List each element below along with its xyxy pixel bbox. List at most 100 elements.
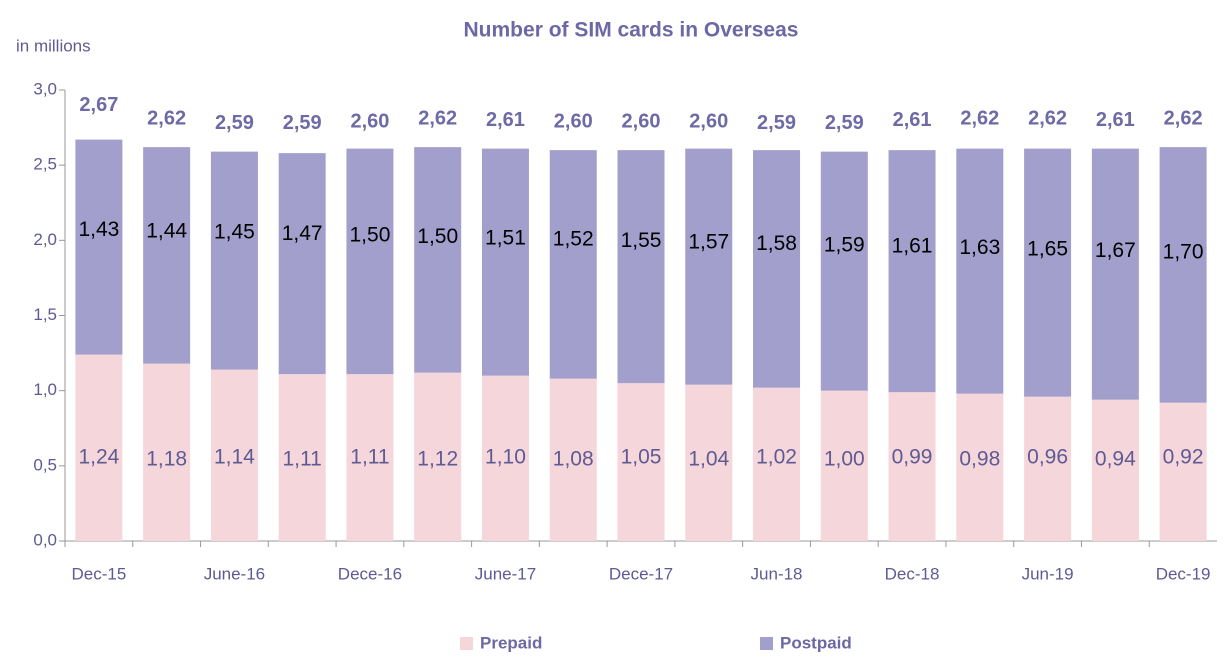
data-label: 1,05 xyxy=(621,445,662,468)
total-label: 2,62 xyxy=(147,107,186,129)
x-tick-label: Dec-18 xyxy=(885,564,940,583)
data-label: 1,59 xyxy=(824,233,865,256)
total-label: 2,59 xyxy=(283,112,322,134)
x-tick-label: Jun-19 xyxy=(1022,564,1074,583)
data-label: 0,94 xyxy=(1095,447,1136,470)
legend-swatch xyxy=(460,637,473,650)
y-tick-label: 1,0 xyxy=(33,380,57,399)
bar-segment xyxy=(210,369,258,541)
total-label: 2,60 xyxy=(554,110,593,132)
data-label: 1,50 xyxy=(417,225,458,248)
legend-swatch xyxy=(760,637,773,650)
bar-segment xyxy=(481,148,529,376)
x-tick-label: Dece-16 xyxy=(338,564,402,583)
data-label: 0,99 xyxy=(892,445,933,468)
bar-segment xyxy=(956,393,1004,541)
bar-segment xyxy=(143,363,191,541)
total-label: 2,59 xyxy=(215,112,254,134)
bar-segment xyxy=(888,392,936,541)
data-label: 1,70 xyxy=(1163,240,1204,263)
total-label: 2,62 xyxy=(1164,107,1203,129)
data-label: 1,18 xyxy=(146,447,187,470)
y-tick-label: 2,0 xyxy=(33,230,57,249)
data-label: 1,47 xyxy=(282,222,323,245)
total-label: 2,60 xyxy=(350,110,389,132)
bar-segment xyxy=(685,148,733,385)
data-label: 1,11 xyxy=(350,445,389,468)
data-label: 1,10 xyxy=(485,445,526,468)
bar-segment xyxy=(549,378,597,541)
data-label: 1,61 xyxy=(892,235,933,258)
bar-segment xyxy=(617,383,665,541)
bar-segment xyxy=(888,150,936,393)
x-tick-label: Dec-19 xyxy=(1156,564,1211,583)
bar-segment xyxy=(820,151,868,391)
y-tick-label: 0,0 xyxy=(33,530,57,549)
x-tick-label: June-17 xyxy=(475,564,536,583)
y-tick-label: 3,0 xyxy=(33,79,57,98)
data-label: 1,45 xyxy=(214,221,255,244)
chart-title: Number of SIM cards in Overseas xyxy=(464,19,799,42)
bar-segment xyxy=(278,374,326,541)
total-label: 2,62 xyxy=(960,107,999,129)
bar-segment xyxy=(1091,399,1139,541)
data-label: 0,98 xyxy=(959,447,1000,470)
x-tick-label: Dec-15 xyxy=(71,564,126,583)
bar-segment xyxy=(956,148,1004,394)
data-label: 1,44 xyxy=(146,219,187,242)
bar-segment xyxy=(481,375,529,541)
total-label: 2,67 xyxy=(79,94,118,116)
bar-segment xyxy=(1091,148,1139,400)
data-label: 1,50 xyxy=(350,223,391,246)
bar-segment xyxy=(549,150,597,379)
bar-segment xyxy=(75,139,123,355)
bar-segment xyxy=(414,147,462,373)
bar-segment xyxy=(753,150,801,388)
bar-segment xyxy=(685,384,733,541)
total-label: 2,61 xyxy=(893,109,932,131)
data-label: 1,57 xyxy=(688,230,729,253)
y-tick-label: 2,5 xyxy=(33,155,57,174)
x-tick-label: Dece-17 xyxy=(609,564,673,583)
data-label: 1,63 xyxy=(959,236,1000,259)
data-label: 1,02 xyxy=(756,445,797,468)
legend-label: Prepaid xyxy=(480,633,542,652)
bar-segment xyxy=(1024,396,1072,541)
data-label: 1,00 xyxy=(824,447,865,470)
data-label: 1,67 xyxy=(1095,239,1136,262)
legend-label: Postpaid xyxy=(780,633,852,652)
bar-segment xyxy=(1024,148,1072,397)
data-label: 1,24 xyxy=(78,445,119,468)
bar-segment xyxy=(278,153,326,375)
total-label: 2,59 xyxy=(757,112,796,134)
bar-segment xyxy=(75,354,123,541)
y-axis-label: in millions xyxy=(16,36,91,55)
total-label: 2,59 xyxy=(825,112,864,134)
total-label: 2,61 xyxy=(1096,109,1135,131)
bar-segment xyxy=(1159,147,1207,403)
bar-segment xyxy=(210,151,258,370)
total-label: 2,60 xyxy=(622,110,661,132)
bar-segment xyxy=(414,372,462,541)
bar-segment xyxy=(820,390,868,541)
data-label: 1,04 xyxy=(688,447,729,470)
bar-segment xyxy=(617,150,665,384)
bar-segment xyxy=(1159,402,1207,541)
data-label: 1,55 xyxy=(621,229,662,252)
data-label: 1,14 xyxy=(214,445,255,468)
bar-segment xyxy=(346,148,394,375)
total-label: 2,60 xyxy=(689,110,728,132)
data-label: 0,96 xyxy=(1027,445,1068,468)
bar-segment xyxy=(143,147,191,364)
total-label: 2,62 xyxy=(418,107,457,129)
x-tick-label: Jun-18 xyxy=(751,564,803,583)
data-label: 1,08 xyxy=(553,447,594,470)
data-label: 1,65 xyxy=(1027,237,1068,260)
data-label: 1,12 xyxy=(417,447,458,470)
total-label: 2,62 xyxy=(1028,107,1067,129)
data-label: 1,11 xyxy=(283,447,322,470)
total-label: 2,61 xyxy=(486,109,525,131)
x-tick-label: June-16 xyxy=(204,564,265,583)
